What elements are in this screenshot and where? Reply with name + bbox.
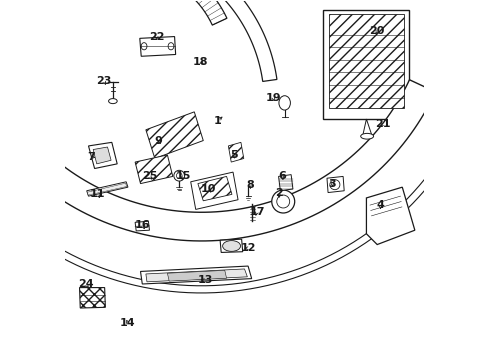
Ellipse shape	[176, 173, 182, 179]
Ellipse shape	[108, 99, 117, 104]
Polygon shape	[145, 269, 247, 282]
Polygon shape	[135, 155, 172, 184]
Text: 22: 22	[148, 32, 164, 41]
Text: 11: 11	[89, 189, 105, 199]
Polygon shape	[93, 147, 111, 164]
Text: 19: 19	[265, 93, 281, 103]
Text: 2: 2	[274, 188, 282, 198]
Polygon shape	[134, 0, 226, 25]
Text: 24: 24	[78, 279, 94, 289]
Polygon shape	[104, 0, 276, 81]
Text: 12: 12	[240, 243, 255, 253]
Text: 16: 16	[134, 220, 150, 230]
Polygon shape	[328, 14, 403, 108]
Polygon shape	[278, 175, 292, 191]
Text: 5: 5	[229, 150, 237, 160]
Polygon shape	[323, 10, 408, 119]
Polygon shape	[220, 239, 242, 252]
Text: 13: 13	[197, 275, 212, 285]
Ellipse shape	[360, 134, 373, 139]
Polygon shape	[140, 37, 175, 56]
Polygon shape	[228, 142, 244, 162]
Ellipse shape	[141, 42, 147, 50]
Polygon shape	[198, 176, 231, 201]
Polygon shape	[86, 182, 128, 196]
Polygon shape	[145, 112, 203, 158]
Ellipse shape	[271, 190, 294, 213]
Polygon shape	[167, 270, 226, 281]
Text: 21: 21	[374, 120, 389, 129]
Polygon shape	[366, 187, 414, 244]
Text: 20: 20	[369, 26, 384, 36]
Text: 6: 6	[278, 171, 285, 181]
Polygon shape	[87, 183, 126, 195]
Text: 25: 25	[142, 171, 157, 181]
Ellipse shape	[222, 240, 240, 251]
Polygon shape	[0, 61, 435, 241]
Polygon shape	[326, 176, 344, 193]
Text: 9: 9	[154, 136, 162, 145]
Polygon shape	[0, 87, 467, 293]
Text: 23: 23	[96, 76, 111, 86]
Polygon shape	[80, 288, 105, 308]
Ellipse shape	[329, 180, 339, 190]
Ellipse shape	[168, 42, 174, 50]
Polygon shape	[135, 221, 149, 231]
Ellipse shape	[278, 96, 290, 110]
Text: 18: 18	[193, 57, 208, 67]
Text: 7: 7	[87, 152, 95, 162]
Ellipse shape	[174, 170, 184, 181]
Text: 15: 15	[176, 171, 191, 181]
Polygon shape	[140, 266, 251, 284]
Polygon shape	[362, 119, 371, 135]
Ellipse shape	[276, 195, 289, 208]
Text: 4: 4	[376, 200, 384, 210]
Polygon shape	[88, 142, 117, 168]
Text: 14: 14	[120, 319, 136, 328]
Text: 3: 3	[328, 179, 335, 189]
Text: 10: 10	[201, 184, 216, 194]
Text: 8: 8	[245, 180, 253, 190]
Text: 1: 1	[213, 116, 221, 126]
Text: 17: 17	[249, 207, 264, 217]
